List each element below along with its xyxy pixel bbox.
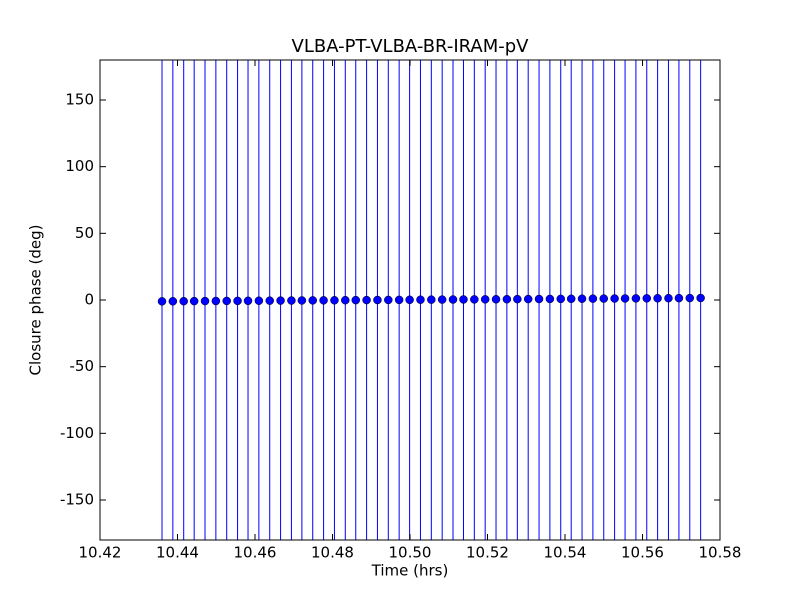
data-point <box>631 294 641 303</box>
y-tick-label: 0 <box>84 291 94 309</box>
data-point <box>653 294 662 303</box>
data-point <box>308 296 317 305</box>
data-point <box>394 295 404 305</box>
y-tick-label: 150 <box>65 91 94 109</box>
data-point <box>620 294 630 303</box>
data-point <box>642 294 652 303</box>
data-point <box>556 294 565 304</box>
x-tick-label: 10.46 <box>234 544 277 562</box>
data-point <box>427 295 436 304</box>
x-tick-label: 10.44 <box>156 544 199 562</box>
data-point <box>168 297 178 306</box>
y-tick-label: 100 <box>65 157 94 175</box>
data-point <box>448 295 458 304</box>
y-axis-label: Closure phase (deg) <box>27 225 45 376</box>
data-point <box>351 295 360 305</box>
data-point <box>243 296 253 306</box>
data-point <box>566 294 576 304</box>
chart-title: VLBA-PT-VLBA-BR-IRAM-pV <box>292 36 530 57</box>
data-point <box>362 295 371 305</box>
data-point <box>157 297 167 306</box>
data-point <box>491 295 501 304</box>
data-point <box>545 294 555 304</box>
data-point <box>459 295 468 304</box>
x-tick-label: 10.52 <box>466 544 509 562</box>
data-point <box>513 294 522 304</box>
data-point <box>599 294 608 303</box>
y-tick-label: -100 <box>60 424 94 442</box>
y-tick-label: 50 <box>75 224 94 242</box>
y-tick-label: -50 <box>70 357 95 375</box>
data-point <box>523 294 533 304</box>
data-point <box>384 295 393 305</box>
data-point <box>664 293 673 303</box>
data-point <box>588 294 598 303</box>
data-point <box>330 296 339 305</box>
data-point <box>189 296 199 306</box>
data-point <box>222 296 231 306</box>
data-point <box>696 293 705 303</box>
data-point <box>211 296 221 306</box>
x-tick-label: 10.42 <box>79 544 122 562</box>
x-tick-label: 10.56 <box>621 544 664 562</box>
data-point <box>276 296 285 305</box>
y-tick-label: -150 <box>60 491 94 509</box>
data-point <box>502 294 512 304</box>
data-point <box>200 296 210 306</box>
data-point <box>179 296 188 306</box>
data-point <box>416 295 425 304</box>
data-point <box>470 295 479 304</box>
data-point <box>287 296 296 305</box>
x-tick-label: 10.48 <box>311 544 354 562</box>
x-tick-label: 10.58 <box>699 544 742 562</box>
x-tick-label: 10.50 <box>389 544 432 562</box>
plot-area <box>157 60 705 540</box>
data-point <box>685 293 695 303</box>
data-point <box>610 294 619 303</box>
data-point <box>437 295 447 304</box>
data-point <box>480 295 490 304</box>
data-point <box>297 296 307 305</box>
data-point <box>373 295 382 305</box>
data-point <box>265 296 274 305</box>
data-point <box>233 296 242 306</box>
data-point <box>577 294 587 303</box>
data-point <box>319 296 328 305</box>
x-axis-label: Time (hrs) <box>371 562 449 580</box>
data-point <box>405 295 414 305</box>
x-tick-label: 10.54 <box>544 544 587 562</box>
data-point <box>341 295 350 305</box>
data-point <box>534 294 544 304</box>
data-point <box>254 296 264 305</box>
data-point <box>674 293 684 303</box>
